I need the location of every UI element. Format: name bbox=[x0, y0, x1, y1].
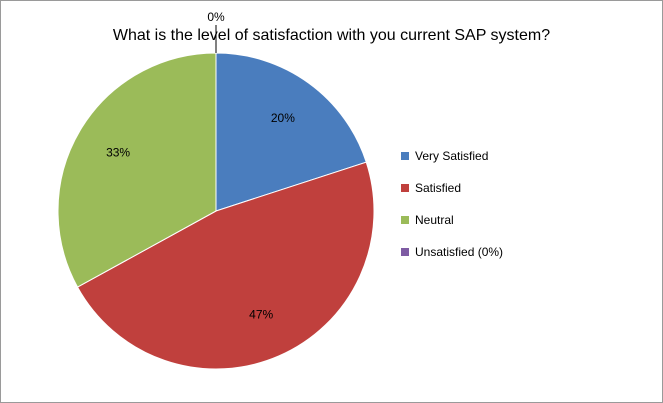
slice-neutral-label: 33% bbox=[106, 145, 130, 159]
legend-swatch bbox=[401, 184, 409, 192]
slice-neutral bbox=[57, 52, 217, 288]
legend-item: Neutral bbox=[401, 204, 503, 236]
legend-item: Unsatisfied (0%) bbox=[401, 236, 503, 268]
legend-label: Very Satisfied bbox=[415, 149, 489, 163]
legend-swatch bbox=[401, 216, 409, 224]
legend-label: Satisfied bbox=[415, 181, 462, 195]
legend-item: Very Satisfied bbox=[401, 140, 503, 172]
slice-satisfied bbox=[76, 161, 375, 370]
legend-label: Neutral bbox=[415, 213, 454, 227]
legend-swatch bbox=[401, 152, 409, 160]
legend-swatch bbox=[401, 248, 409, 256]
chart-title: What is the level of satisfaction with y… bbox=[112, 27, 551, 44]
legend-item: Satisfied bbox=[401, 172, 503, 204]
slice-unsatisfied-0-label: 0% bbox=[207, 10, 225, 24]
slice-very-satisfied-label: 20% bbox=[271, 111, 295, 125]
legend: Very Satisfied Satisfied Neutral Unsatisfie… bbox=[401, 140, 503, 268]
slice-very-satisfied bbox=[215, 52, 367, 212]
slice-satisfied-label: 47% bbox=[249, 308, 273, 322]
legend-label: Unsatisfied (0%) bbox=[415, 245, 504, 259]
